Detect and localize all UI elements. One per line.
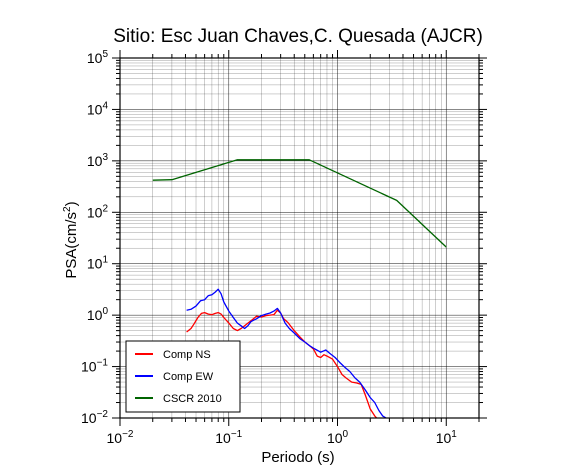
x-tick-label-exp: 0: [343, 429, 349, 440]
plot-frame: [119, 57, 480, 419]
legend-label-cscr: CSCR 2010: [163, 393, 222, 405]
axis-ticks: [112, 50, 487, 426]
y-tick-label-base: 10: [87, 256, 103, 272]
y-tick-label-exp: 2: [102, 203, 108, 214]
x-tick-label: 101: [436, 429, 458, 446]
x-tick-label-base: 10: [107, 430, 123, 446]
y-tick-label: 100: [87, 306, 109, 323]
x-axis-label: Periodo (s): [261, 449, 334, 466]
x-tick-label-exp: −2: [122, 429, 134, 440]
y-tick-label-base: 10: [87, 307, 103, 323]
series-line-ns: [186, 309, 378, 418]
y-tick-label: 103: [87, 152, 109, 169]
y-axis-label-base: PSA(cm/s: [63, 212, 80, 279]
y-tick-label-base: 10: [87, 204, 103, 220]
series-layer: [152, 159, 447, 418]
x-tick-label-exp: −1: [231, 429, 243, 440]
x-tick-label: 100: [327, 429, 349, 446]
y-axis-label: PSA(cm/s2): [62, 201, 80, 278]
y-tick-label-base: 10: [81, 359, 97, 375]
y-tick-label-exp: 4: [102, 100, 108, 111]
x-tick-label-base: 10: [327, 430, 343, 446]
y-tick-label: 101: [87, 255, 109, 272]
series-line-ew: [186, 288, 387, 418]
y-tick-label: 10−2: [81, 409, 108, 426]
x-tick-label: 10−1: [215, 429, 242, 446]
x-tick-label-exp: 1: [451, 429, 457, 440]
y-tick-label: 10−1: [81, 358, 108, 375]
x-tick-label: 10−2: [107, 429, 134, 446]
y-tick-label-exp: 5: [102, 49, 108, 60]
legend-label-ew: Comp EW: [163, 371, 214, 383]
y-tick-label: 104: [87, 100, 109, 117]
y-tick-label-base: 10: [87, 153, 103, 169]
y-tick-label-base: 10: [81, 410, 97, 426]
y-tick-label-base: 10: [87, 50, 103, 66]
y-tick-label: 102: [87, 203, 109, 220]
y-axis-label-end: ): [63, 201, 80, 206]
y-tick-label: 105: [87, 49, 109, 66]
x-tick-labels: 10−2 10−1 100 101: [107, 429, 458, 446]
x-tick-label-base: 10: [436, 430, 452, 446]
y-tick-label-exp: −1: [97, 358, 109, 369]
grid-lines: [119, 57, 480, 419]
y-axis-label-sup: 2: [62, 206, 73, 212]
y-tick-label-exp: 3: [102, 152, 108, 163]
chart-title: Sitio: Esc Juan Chaves,C. Quesada (AJCR): [113, 26, 483, 47]
x-tick-label-base: 10: [215, 430, 231, 446]
y-tick-label-base: 10: [87, 101, 103, 117]
series-line-cscr: [152, 159, 447, 248]
y-tick-label-exp: −2: [97, 409, 109, 420]
legend: Comp NS Comp EW CSCR 2010: [125, 340, 241, 413]
legend-label-ns: Comp NS: [163, 349, 211, 361]
y-tick-label-exp: 1: [102, 255, 108, 266]
y-tick-label-exp: 0: [102, 306, 108, 317]
